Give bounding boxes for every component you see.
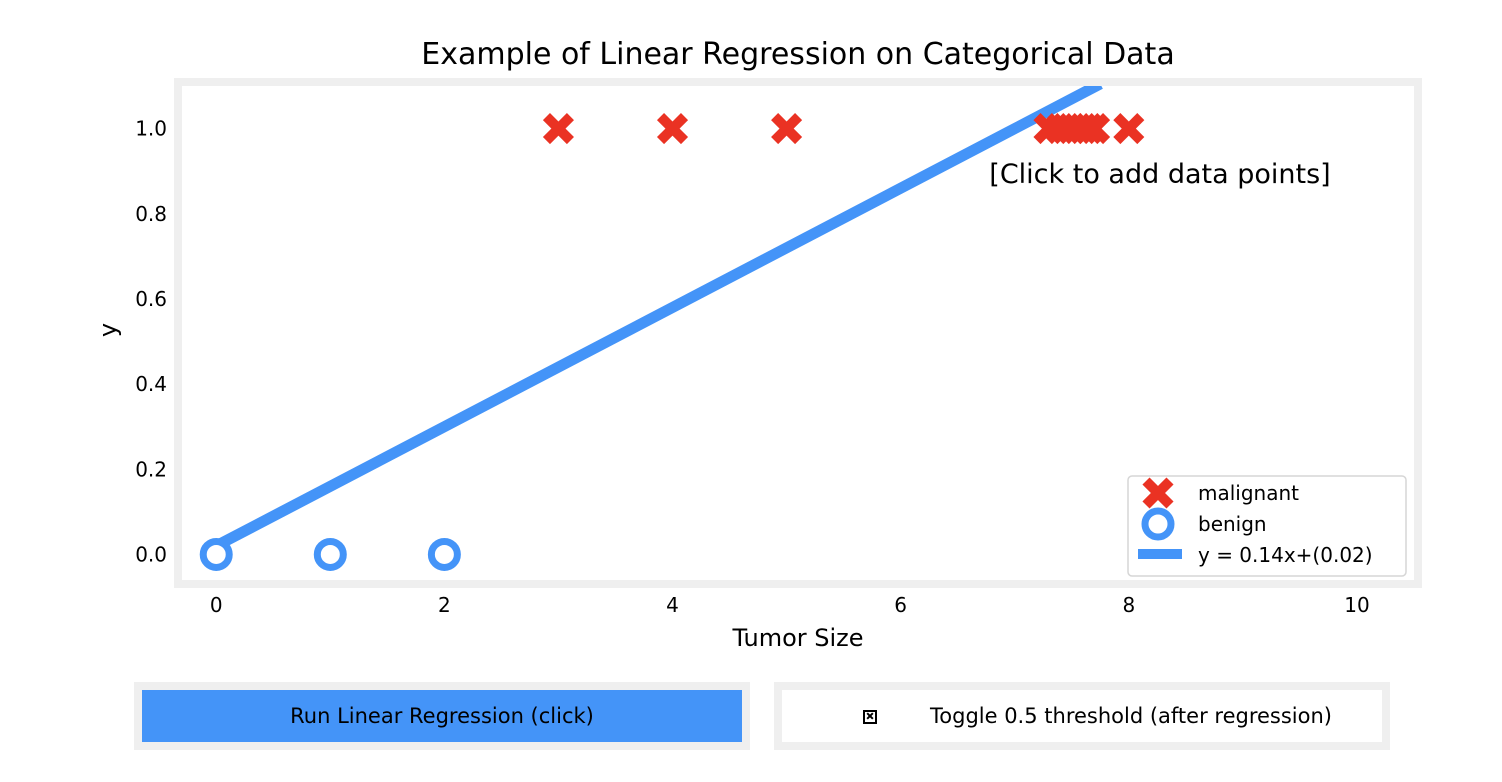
x-tick-label: 8 xyxy=(1122,593,1135,617)
run-regression-label: Run Linear Regression (click) xyxy=(290,704,594,728)
y-tick-label: 0.0 xyxy=(135,542,167,566)
legend: malignant benign y = 0.14x+(0.02) xyxy=(1127,475,1407,577)
malignant-point xyxy=(771,113,803,145)
plot-layer xyxy=(199,86,1145,571)
x-tick-label: 6 xyxy=(894,593,907,617)
checkbox-icon[interactable] xyxy=(863,710,877,724)
run-regression-button[interactable]: Run Linear Regression (click) xyxy=(142,690,742,742)
toggle-threshold-button[interactable]: Toggle 0.5 threshold (after regression) xyxy=(782,690,1382,742)
x-tick-label: 2 xyxy=(438,593,451,617)
x-axis-label: Tumor Size xyxy=(731,624,863,652)
toggle-threshold-button-frame: Toggle 0.5 threshold (after regression) xyxy=(774,682,1390,750)
x-ticks: 0 2 4 6 8 10 xyxy=(210,593,1370,617)
y-tick-label: 0.4 xyxy=(135,372,167,396)
y-axis-label: y xyxy=(94,323,122,337)
malignant-point xyxy=(1079,113,1111,145)
benign-point xyxy=(199,537,233,571)
click-instruction-annotation: [Click to add data points] xyxy=(989,159,1330,190)
malignant-point xyxy=(542,113,574,145)
benign-point xyxy=(313,537,347,571)
y-tick-label: 0.6 xyxy=(135,287,167,311)
legend-malignant-marker xyxy=(1142,477,1174,509)
y-tick-label: 0.2 xyxy=(135,457,167,481)
benign-point xyxy=(427,537,461,571)
legend-label: benign xyxy=(1198,512,1267,536)
chart-title: Example of Linear Regression on Categori… xyxy=(421,37,1174,72)
x-tick-label: 10 xyxy=(1344,593,1369,617)
legend-label: y = 0.14x+(0.02) xyxy=(1198,543,1373,567)
regression-line xyxy=(213,86,1103,551)
legend-box xyxy=(1127,475,1407,577)
malignant-point xyxy=(656,113,689,145)
y-ticks: 0.0 0.2 0.4 0.6 0.8 1.0 xyxy=(135,117,167,567)
x-tick-label: 0 xyxy=(210,593,223,617)
y-tick-label: 1.0 xyxy=(135,117,167,141)
toggle-threshold-label: Toggle 0.5 threshold (after regression) xyxy=(930,704,1332,728)
y-tick-label: 0.8 xyxy=(135,202,167,226)
legend-benign-marker xyxy=(1141,507,1175,541)
x-tick-label: 4 xyxy=(666,593,679,617)
malignant-point xyxy=(1113,113,1145,145)
run-regression-button-frame: Run Linear Regression (click) xyxy=(134,682,750,750)
legend-label: malignant xyxy=(1198,481,1299,505)
